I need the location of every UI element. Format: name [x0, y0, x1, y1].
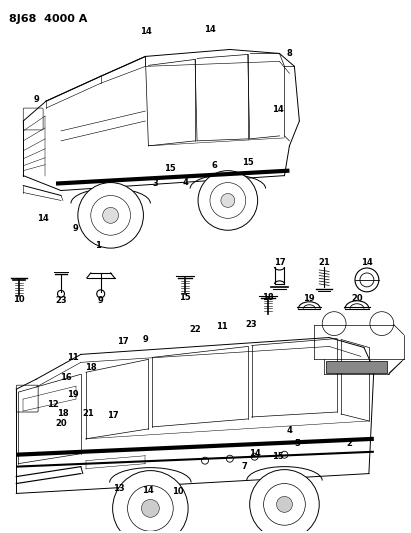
Text: 15: 15 [164, 164, 176, 173]
Text: 1: 1 [95, 240, 101, 249]
Text: 8J68  4000 A: 8J68 4000 A [9, 14, 88, 24]
Text: 14: 14 [249, 449, 261, 458]
Text: 9: 9 [73, 224, 79, 233]
Text: 22: 22 [189, 325, 201, 334]
Text: 9: 9 [143, 335, 148, 344]
Text: 23: 23 [55, 296, 67, 305]
Text: 18: 18 [262, 293, 273, 302]
Text: 7: 7 [242, 462, 247, 471]
Circle shape [141, 499, 159, 518]
Text: 14: 14 [272, 104, 284, 114]
Text: 8: 8 [286, 49, 292, 58]
Circle shape [322, 312, 346, 336]
Text: 9: 9 [33, 95, 39, 103]
Text: 14: 14 [37, 214, 49, 223]
Text: 23: 23 [246, 320, 258, 329]
Text: 2: 2 [346, 439, 352, 448]
Text: 15: 15 [272, 452, 284, 461]
Text: 11: 11 [216, 322, 228, 331]
Text: 14: 14 [204, 25, 216, 34]
Text: 19: 19 [67, 390, 79, 399]
Text: 21: 21 [318, 258, 330, 267]
Circle shape [250, 470, 319, 533]
Text: 14: 14 [143, 486, 154, 495]
Text: 20: 20 [351, 294, 363, 303]
Text: 17: 17 [274, 258, 285, 267]
Text: 14: 14 [139, 27, 151, 36]
Polygon shape [326, 361, 387, 373]
Text: 17: 17 [117, 337, 128, 346]
Circle shape [221, 193, 235, 207]
Circle shape [91, 196, 131, 235]
Text: 3: 3 [152, 179, 158, 188]
Text: 12: 12 [47, 400, 59, 409]
Text: 15: 15 [179, 293, 191, 302]
Circle shape [127, 486, 173, 531]
Text: 16: 16 [60, 373, 72, 382]
Text: 14: 14 [361, 258, 373, 267]
Text: 13: 13 [113, 484, 125, 493]
Circle shape [277, 496, 292, 512]
Text: 17: 17 [107, 411, 118, 421]
Circle shape [370, 312, 394, 336]
Text: 9: 9 [98, 296, 104, 305]
Text: 18: 18 [85, 363, 97, 372]
Text: 4: 4 [286, 426, 292, 435]
Text: 4: 4 [182, 178, 188, 187]
Text: 21: 21 [82, 409, 94, 418]
Circle shape [103, 207, 119, 223]
Circle shape [210, 183, 246, 219]
Text: 11: 11 [67, 353, 79, 362]
Text: 19: 19 [303, 294, 315, 303]
Circle shape [113, 471, 188, 533]
Text: 5: 5 [294, 439, 300, 448]
Circle shape [263, 483, 305, 525]
Circle shape [198, 171, 258, 230]
Text: 18: 18 [57, 409, 69, 418]
Text: 6: 6 [212, 161, 218, 170]
Circle shape [78, 183, 143, 248]
Text: 20: 20 [55, 419, 67, 429]
Text: 10: 10 [14, 295, 25, 304]
Text: 10: 10 [172, 487, 184, 496]
Text: 15: 15 [242, 158, 254, 167]
